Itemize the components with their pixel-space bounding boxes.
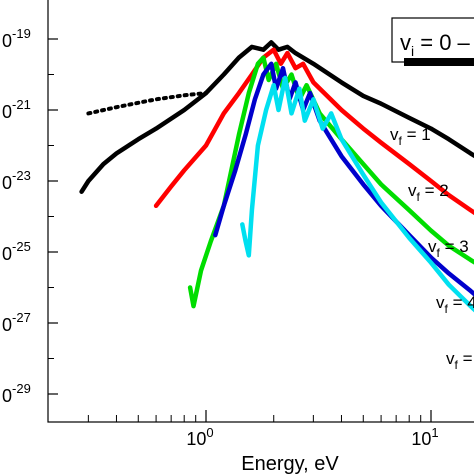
series-line-5 <box>240 75 474 313</box>
y-tick-label: 0-27 <box>2 310 31 335</box>
series-line-2 <box>153 47 474 216</box>
series-line-1 <box>79 40 474 194</box>
plot-frame <box>47 0 474 423</box>
legend-label: vi = 0 – <box>400 30 471 59</box>
y-tick-label: 0-21 <box>2 97 31 122</box>
x-tick-label: 101 <box>411 425 438 449</box>
axis-ticks: 100 101 0-19 0-21 0-23 0-25 0-27 0-29 <box>2 26 439 449</box>
y-tick-label: 0-25 <box>2 239 31 264</box>
series-label-4: vf = 4 <box>436 293 474 316</box>
series-label-2: vf = 2 <box>408 181 449 204</box>
series-layer <box>79 40 474 313</box>
series-label-5: vf = <box>446 349 473 372</box>
y-tick-label: 0-23 <box>2 168 31 193</box>
series-dotted-line <box>86 91 208 116</box>
labels-layer: vf = 1 vf = 2 vf = 3 vf = 4 vf = <box>390 125 474 372</box>
series-label-3: vf = 3 <box>428 237 469 260</box>
series-label-1: vf = 1 <box>390 125 431 148</box>
legend-box: vi = 0 – <box>391 17 474 66</box>
y-tick-label: 0-29 <box>2 381 31 406</box>
x-axis-title: Energy, eV <box>241 453 339 474</box>
y-tick-label: 0-19 <box>2 26 31 51</box>
x-tick-label: 100 <box>186 425 213 449</box>
